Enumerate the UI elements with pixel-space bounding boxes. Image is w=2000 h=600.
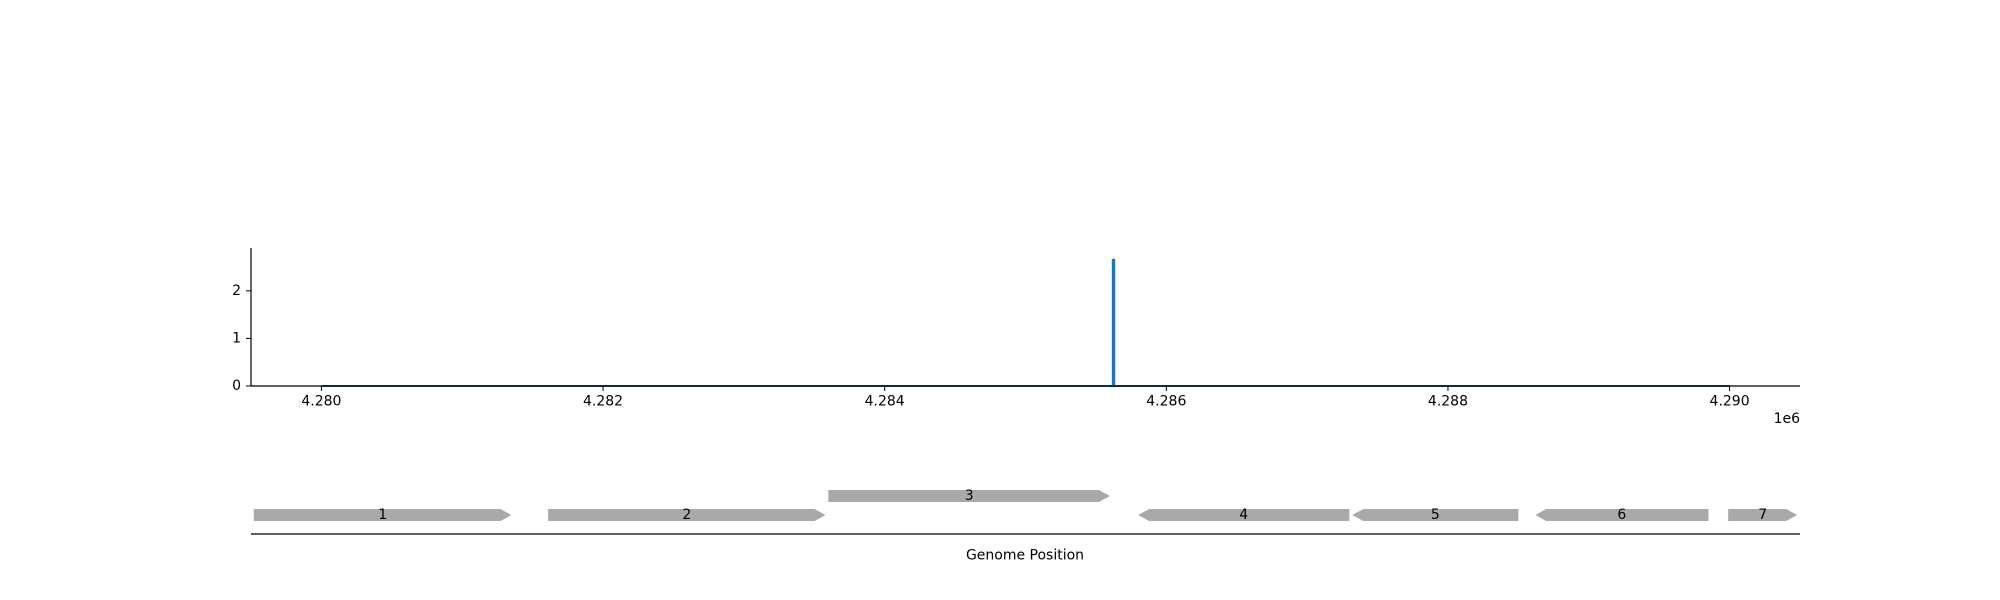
series-line-1 — [321, 258, 1730, 387]
x-tick-label: 4.282 — [583, 394, 623, 410]
x-ticks: 4.280 4.282 4.284 4.286 4.288 4.290 — [301, 386, 1750, 410]
x-tick-label: 4.288 — [1428, 394, 1468, 410]
y-tick-label: 1 — [232, 330, 241, 346]
gene-track: 1 2 3 4 5 6 7 Genome Position — [251, 488, 1800, 564]
coverage-plot: 4.280 4.282 4.284 4.286 4.288 4.290 0 1 2 1e6 — [232, 248, 1800, 427]
gene-label-1: 1 — [378, 507, 387, 523]
gene-label-3: 3 — [965, 488, 974, 504]
gene-arrow-5 — [1352, 509, 1519, 521]
gene-label-2: 2 — [682, 507, 691, 523]
gene-label-6: 6 — [1617, 507, 1626, 523]
y-tick-label: 0 — [232, 378, 241, 394]
gene-label-7: 7 — [1758, 507, 1767, 523]
gene-arrow-1 — [253, 509, 512, 521]
genes-layer: 1 2 3 4 5 6 7 — [253, 488, 1798, 523]
gene-arrow-2 — [548, 509, 826, 521]
x-tick-label: 4.284 — [865, 394, 905, 410]
gene-label-4: 4 — [1239, 507, 1248, 523]
gene-arrow-7 — [1728, 509, 1798, 521]
gene-arrow-6 — [1535, 509, 1709, 521]
y-tick-label: 2 — [232, 283, 241, 299]
x-tick-label: 4.286 — [1146, 394, 1186, 410]
x-tick-label: 4.290 — [1710, 394, 1750, 410]
x-tick-label: 4.280 — [301, 394, 341, 410]
series-layer — [321, 258, 1730, 387]
gene-arrow-3 — [828, 490, 1110, 502]
gene-arrow-4 — [1138, 509, 1350, 521]
gene-label-5: 5 — [1431, 507, 1440, 523]
x-offset-label: 1e6 — [1774, 411, 1801, 427]
y-ticks: 0 1 2 — [232, 283, 251, 394]
x-axis-label: Genome Position — [966, 548, 1084, 564]
